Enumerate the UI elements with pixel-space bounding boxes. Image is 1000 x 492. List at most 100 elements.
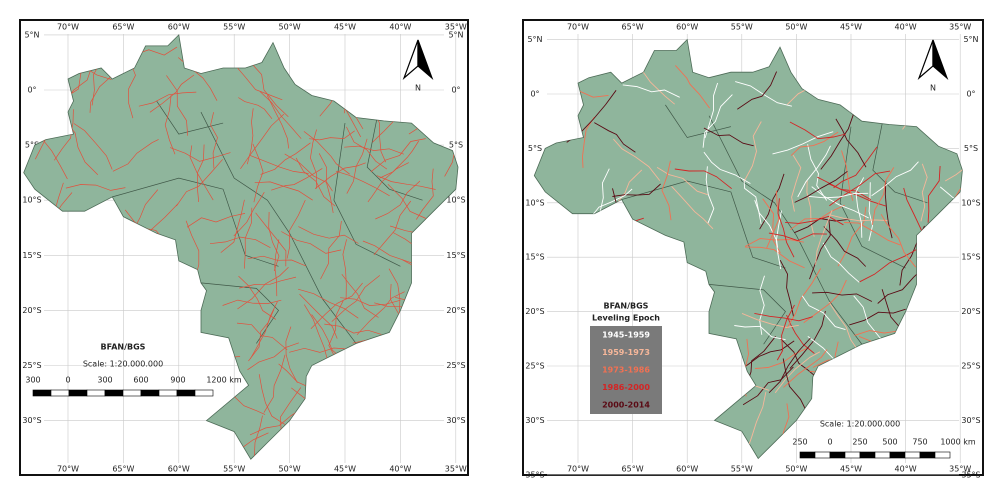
leveling-line (809, 220, 831, 280)
leveling-line (823, 226, 867, 267)
lat-label-right: 35°S (961, 470, 980, 479)
leveling-line (927, 165, 941, 223)
lat-label-left: 10°S (22, 196, 41, 205)
scale-label: 0 (65, 376, 70, 385)
leveling-line (868, 182, 873, 242)
leveling-line (744, 238, 804, 247)
country (533, 38, 963, 460)
legend-box (590, 326, 662, 414)
leveling-line (310, 282, 363, 330)
lon-label-top: 55°W (731, 23, 753, 32)
north-arrow (932, 39, 949, 80)
scale-label: 500 (882, 438, 897, 447)
leveling-line (812, 291, 873, 302)
lat-label-left: 0° (27, 86, 36, 95)
leveling-line (375, 180, 421, 220)
state-border (730, 191, 786, 269)
leveling-line (734, 325, 786, 341)
leveling-line (768, 337, 811, 394)
leveling-line (841, 150, 854, 201)
leveling-line (807, 144, 828, 201)
leveling-line (782, 358, 809, 414)
leveling-line (210, 112, 218, 169)
leveling-line (196, 144, 205, 203)
leveling-line (762, 198, 781, 254)
leveling-line (704, 82, 719, 139)
leveling-line (785, 215, 844, 226)
leveling-line (871, 161, 919, 197)
leveling-line (342, 239, 347, 300)
leveling-line (837, 206, 867, 267)
state-border (709, 284, 786, 345)
leveling-line (304, 304, 329, 362)
lat-label-right: 20°S (961, 307, 980, 316)
leveling-line (671, 185, 714, 230)
legend-entry: 2000-2014 (602, 401, 650, 410)
lat-label-right: 20°S (446, 306, 465, 315)
leveling-line (808, 192, 869, 199)
leveling-line (786, 268, 821, 329)
leveling-line (833, 146, 878, 189)
scale-segment (68, 389, 88, 397)
leveling-line (289, 347, 349, 353)
scale-label: 300 (25, 376, 40, 385)
leveling-line (806, 180, 815, 237)
leveling-line (248, 309, 275, 362)
leveling-line (844, 222, 901, 246)
leveling-line (166, 75, 189, 136)
lat-label-left: 30°S (525, 416, 544, 425)
leveling-line (743, 178, 762, 225)
leveling-line (320, 221, 342, 280)
leveling-line (367, 162, 409, 203)
legend-subtitle: Leveling Epoch (592, 314, 660, 323)
scale-segment (176, 389, 196, 397)
lon-label-top: 45°W (840, 23, 862, 32)
leveling-line (73, 123, 113, 170)
leveling-line (240, 113, 285, 170)
lon-label-top: 65°W (622, 23, 644, 32)
lon-label-top: 60°W (168, 23, 190, 32)
leveling-line (252, 143, 264, 203)
lon-label-bottom: 55°W (223, 465, 245, 474)
scale-segment (32, 389, 52, 397)
leveling-line (822, 242, 860, 283)
leveling-line (298, 288, 359, 319)
leveling-line (54, 109, 74, 161)
leveling-line (783, 349, 828, 388)
scale-label: 250 (852, 438, 867, 447)
leveling-line (849, 308, 906, 326)
lat-label-right: 25°S (961, 362, 980, 371)
leveling-line (582, 116, 595, 168)
leveling-line (859, 249, 917, 283)
scale-text: Scale: 1:20.000.000 (820, 420, 900, 429)
scale-segment (859, 451, 876, 459)
leveling-line (772, 131, 834, 155)
leveling-line (318, 153, 334, 213)
scale-label: 1000 km (940, 438, 976, 447)
lat-label-right: 15°S (446, 251, 465, 260)
leveling-line (362, 240, 417, 265)
leveling-line (189, 145, 214, 201)
leveling-line (299, 293, 338, 339)
scale-segment (829, 451, 846, 459)
leveling-line (248, 60, 289, 118)
leveling-line (331, 275, 381, 322)
lon-label-bottom: 45°W (840, 465, 862, 474)
leveling-line (939, 186, 963, 222)
leveling-line (65, 184, 126, 191)
leveling-line (249, 154, 309, 174)
leveling-line (416, 168, 434, 220)
north-label: N (415, 84, 421, 93)
leveling-line (169, 147, 231, 162)
leveling-line (815, 210, 833, 265)
leveling-line (274, 239, 280, 297)
leveling-line (335, 170, 390, 197)
lat-label-right: 5°N (963, 35, 978, 44)
scale-label: 600 (133, 376, 148, 385)
leveling-line (745, 391, 767, 453)
leveling-line (705, 166, 715, 224)
leveling-line (835, 118, 867, 168)
legend-title: BFAN/BGS (604, 302, 649, 311)
scale-segment (889, 451, 906, 459)
